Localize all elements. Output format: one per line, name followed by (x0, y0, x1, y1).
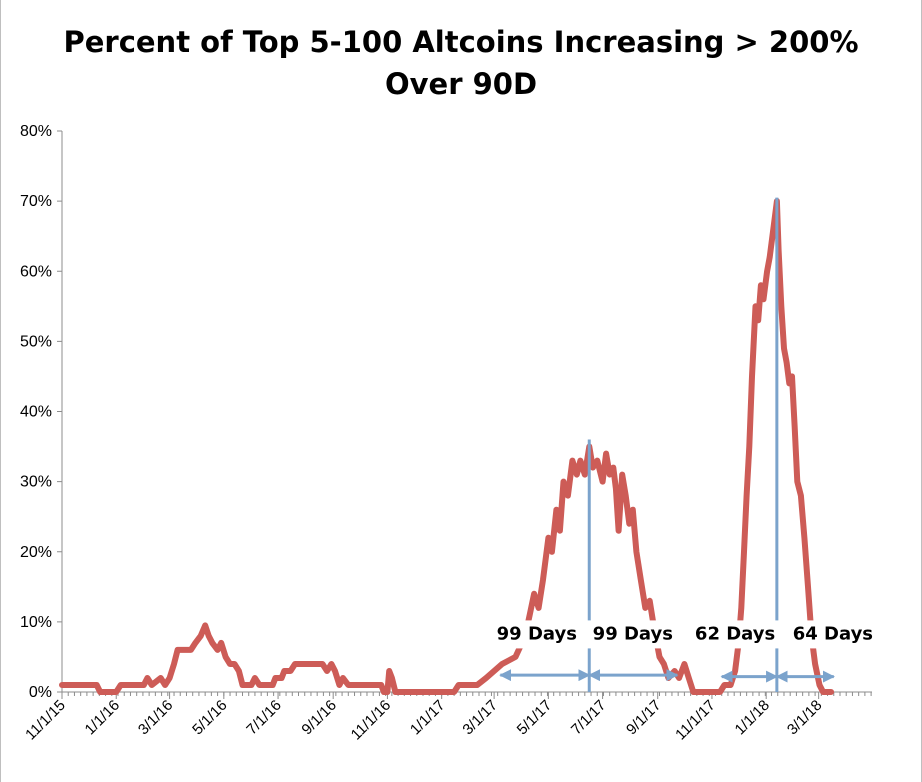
x-tick-label: 9/1/17 (623, 697, 665, 739)
x-tick-label: 11/1/17 (672, 697, 719, 744)
span-label: 62 Days (695, 623, 775, 644)
x-tick-label: 1/1/18 (732, 697, 774, 739)
y-tick-label: 30% (20, 474, 52, 491)
annotations: 99 Days 99 Days 62 Days 64 Days (490, 197, 879, 692)
x-tick-label: 3/1/17 (459, 697, 501, 739)
x-tick-label: 7/1/16 (243, 697, 285, 739)
span-label-bg (586, 620, 679, 649)
span-label-bg (689, 620, 782, 649)
span-label: 64 Days (793, 623, 873, 644)
y-tick-label: 20% (20, 544, 52, 561)
x-tick-label: 3/1/16 (135, 697, 177, 739)
y-tick-label: 80% (20, 123, 52, 140)
chart-title-line-2: Over 90D (385, 67, 537, 101)
series-line (59, 198, 835, 695)
x-tick-label: 3/1/18 (784, 697, 826, 739)
chart-title-line-1: Percent of Top 5-100 Altcoins Increasing… (63, 25, 858, 59)
x-tick-label: 7/1/17 (568, 697, 610, 739)
span-label: 99 Days (593, 623, 673, 644)
span-label-bg (490, 620, 583, 649)
x-tick-label: 1/1/16 (82, 697, 124, 739)
x-tick-label: 11/1/15 (22, 697, 69, 744)
x-tick-label: 1/1/17 (407, 697, 449, 739)
y-tick-label: 40% (20, 404, 52, 421)
y-tick-label: 70% (20, 193, 52, 210)
x-tick-label: 5/1/16 (189, 697, 231, 739)
x-tick-label: 11/1/16 (348, 697, 395, 744)
y-tick-label: 10% (20, 614, 52, 631)
x-tick-label: 5/1/17 (514, 697, 556, 739)
y-tick-label: 50% (20, 333, 52, 350)
y-tick-label: 60% (20, 263, 52, 280)
y-tick-label: 0% (29, 684, 52, 701)
axes: 0% 10% 20% 30% 40% 50% 60% 70% 80% 11/1/15 1/1/16 3… (20, 123, 872, 743)
x-tick-label: 9/1/16 (298, 697, 340, 739)
span-label-bg (786, 620, 879, 649)
plot-area (59, 198, 835, 695)
span-label: 99 Days (497, 623, 577, 644)
